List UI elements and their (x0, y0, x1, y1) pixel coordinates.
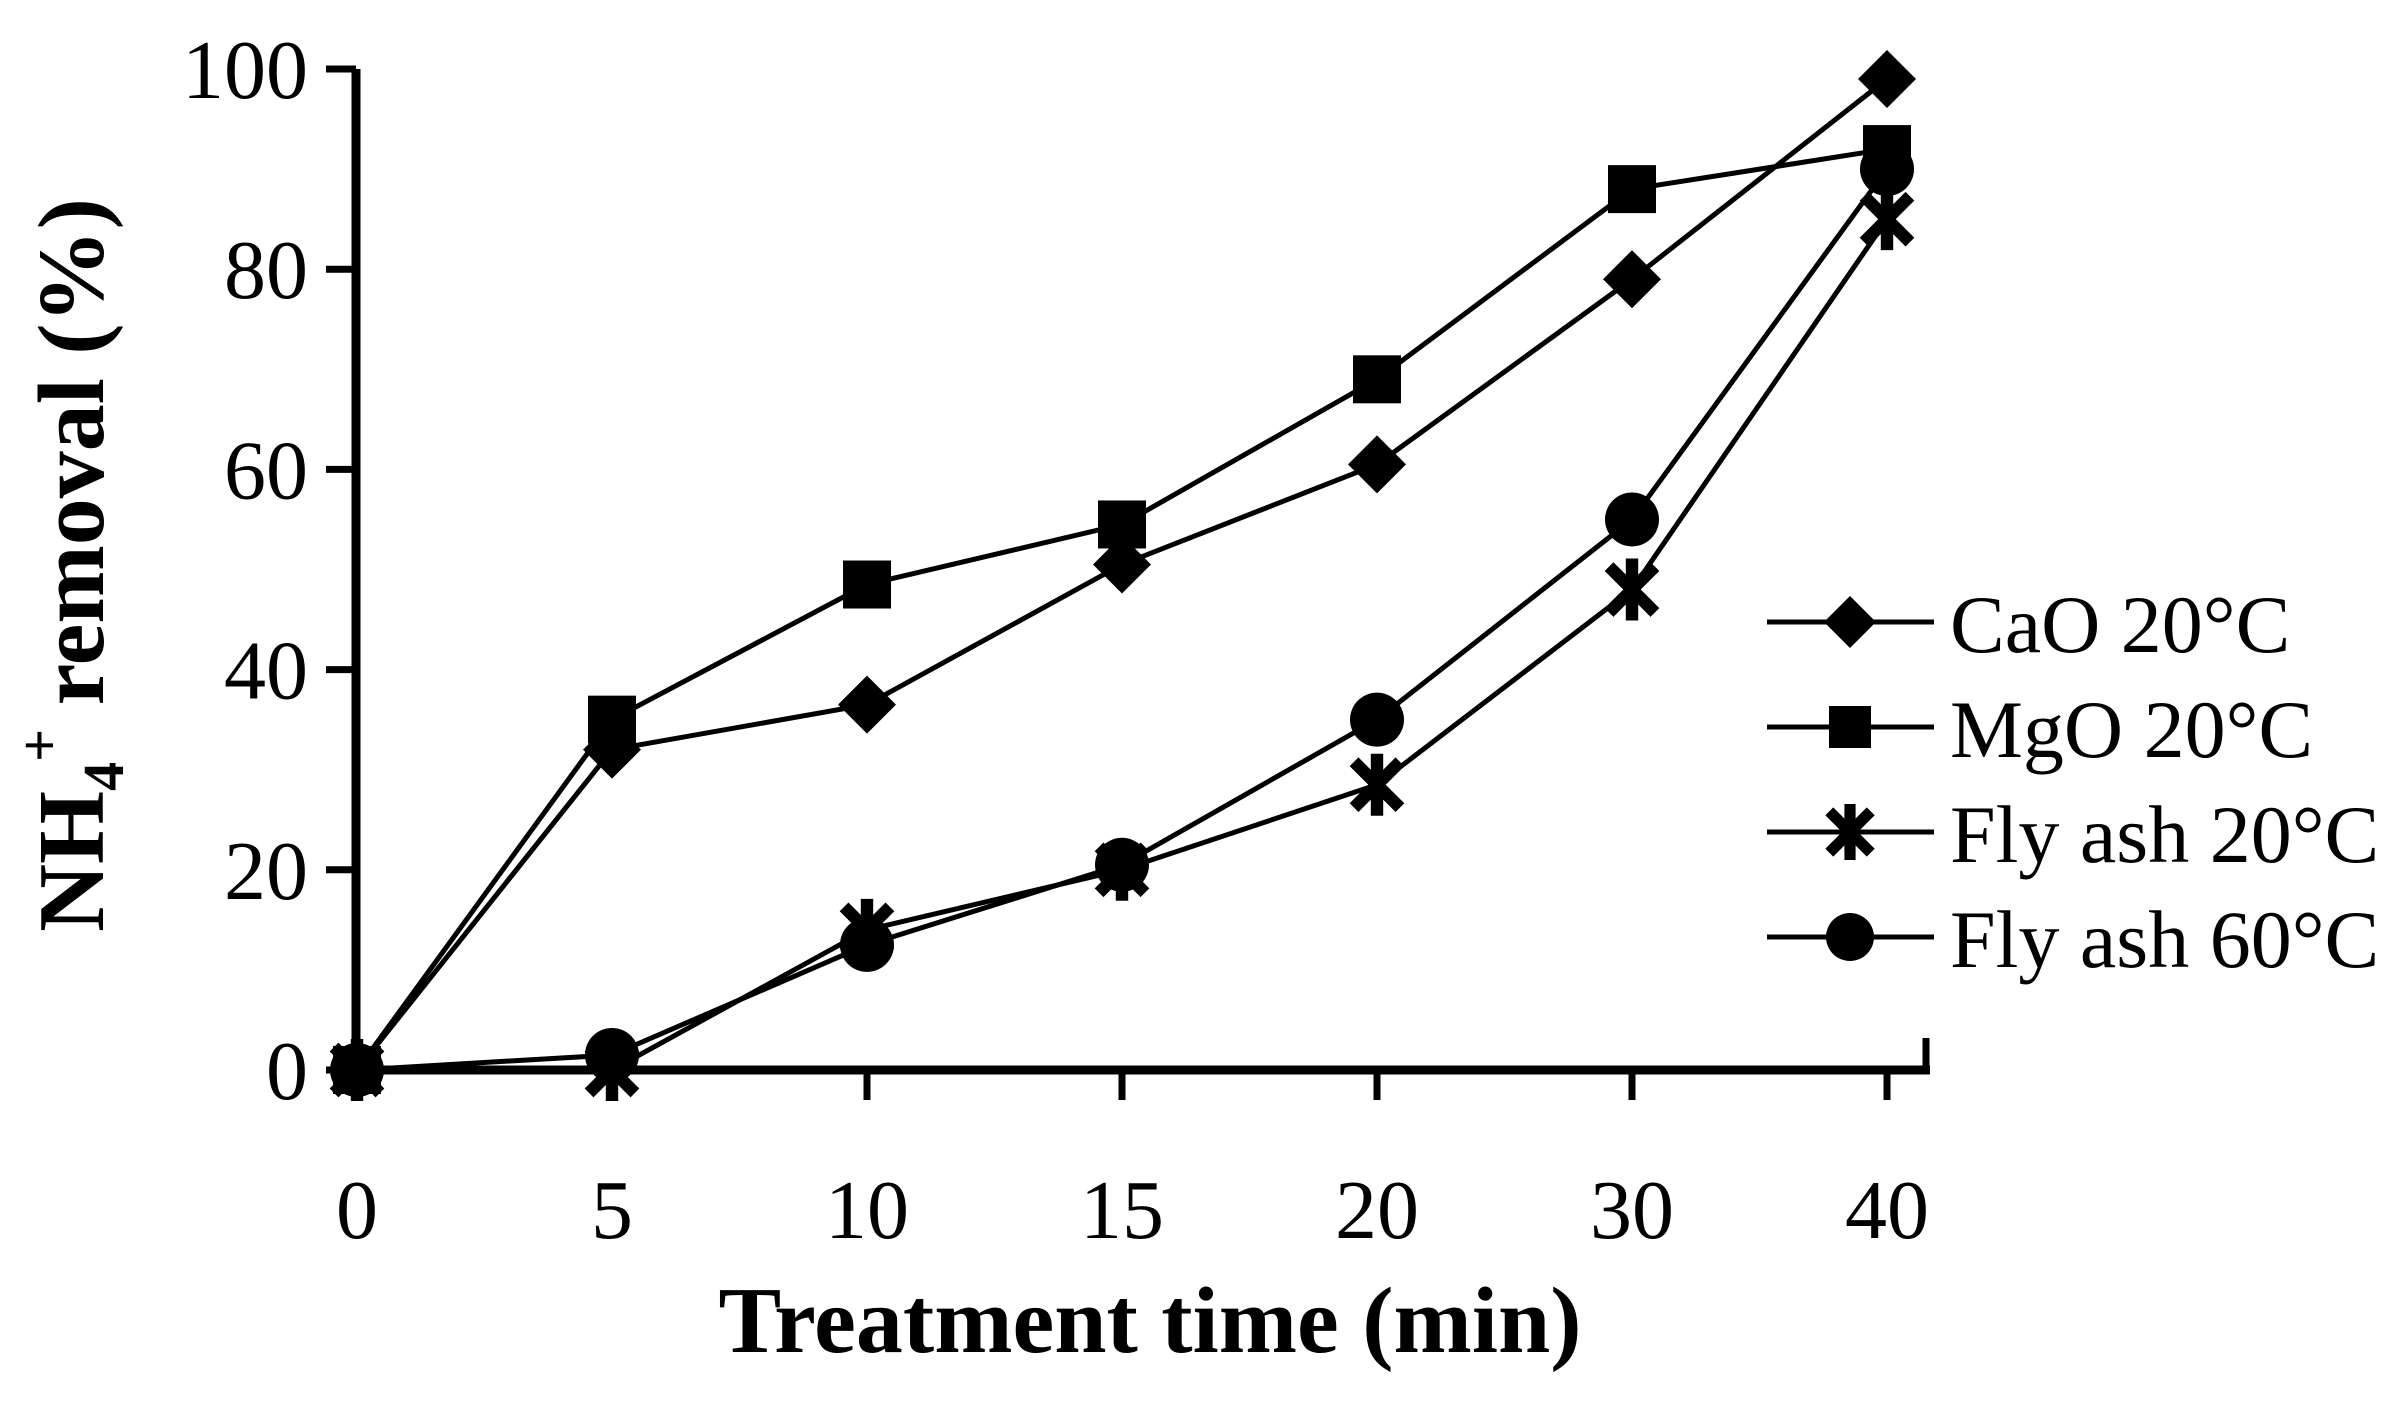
legend-label: Fly ash 60°C (1950, 894, 2379, 985)
marker-fly-ash-20c-6 (1859, 188, 1915, 251)
legend-label: Fly ash 20°C (1950, 789, 2379, 880)
legend-marker-circle (1826, 913, 1874, 961)
legend-label: CaO 20°C (1950, 579, 2290, 670)
y-axis-title-subscript: 4 (71, 762, 136, 791)
marker-fly-ash-20c-6-diag (1859, 191, 1915, 247)
legend-item: MgO 20°C (1767, 684, 2313, 775)
y-tick-label: 80 (224, 224, 308, 317)
marker-fly-ash-60c-3 (1095, 837, 1149, 892)
marker-fly-ash-60c-5 (1605, 492, 1659, 547)
marker-cao-20c-3 (1093, 535, 1151, 594)
marker-fly-ash-60c-1 (585, 1027, 639, 1082)
marker-fly-ash-20c-5-diag (1604, 562, 1660, 617)
marker-fly-ash-60c-2 (840, 917, 894, 972)
legend-marker-asterisk-diag (1825, 807, 1875, 857)
marker-cao-20c-6 (1858, 50, 1916, 109)
y-axis-title-superscript: + (7, 729, 72, 762)
y-tick-label: 100 (182, 24, 308, 117)
marker-mgo-20c-4 (1353, 355, 1401, 404)
legend: CaO 20°C MgO 20°C Fly ash 20°C Fly ash 60°C (1767, 579, 2379, 985)
legend-marker-asterisk (1825, 804, 1875, 860)
x-tick-label: 5 (591, 1164, 633, 1257)
legend-label: MgO 20°C (1950, 684, 2313, 775)
marker-fly-ash-60c-0 (330, 1043, 384, 1097)
marker-cao-20c-5 (1603, 250, 1661, 309)
y-tick-label: 40 (224, 625, 308, 718)
y-tick-label: 60 (224, 424, 308, 517)
x-tick-label: 30 (1590, 1164, 1674, 1257)
plot-area: 0 20 40 60 80 100 0 5 10 15 20 30 40 CaO 20°C MgO 20°C… (182, 24, 2379, 1257)
legend-marker-square (1829, 706, 1871, 748)
marker-cao-20c-2 (838, 675, 896, 734)
y-axis-title: NH4+ removal (%) (7, 198, 136, 932)
marker-fly-ash-20c-4-diag (1349, 757, 1405, 813)
marker-fly-ash-20c-4 (1349, 753, 1405, 816)
series-line-fly-ash-20c (357, 217, 1890, 1073)
marker-fly-ash-60c-4 (1350, 692, 1404, 747)
legend-marker-diamond (1824, 596, 1876, 648)
marker-mgo-20c-2 (843, 560, 891, 609)
y-tick-label: 0 (266, 1025, 308, 1118)
y-axis-title-base: NH (20, 791, 124, 932)
legend-item: Fly ash 20°C (1767, 789, 2379, 880)
x-tick-label: 10 (825, 1164, 909, 1257)
x-tick-label: 20 (1335, 1164, 1419, 1257)
series-line-fly-ash-60c (356, 167, 1890, 1073)
marker-mgo-20c-3 (1098, 500, 1146, 549)
x-tick-label: 0 (336, 1164, 378, 1257)
marker-fly-ash-20c-5 (1604, 558, 1660, 621)
x-tick-label: 15 (1080, 1164, 1164, 1257)
marker-cao-20c-4 (1348, 435, 1406, 494)
x-axis-title: Treatment time (min) (718, 1269, 1581, 1373)
legend-item: CaO 20°C (1767, 579, 2290, 670)
marker-mgo-20c-1 (588, 695, 636, 744)
y-axis-title-rest: removal (%) (20, 198, 124, 729)
marker-mgo-20c-5 (1608, 165, 1656, 214)
y-tick-label: 20 (224, 825, 308, 918)
legend-item: Fly ash 60°C (1767, 894, 2379, 985)
x-tick-label: 40 (1845, 1164, 1929, 1257)
marker-fly-ash-60c-6 (1860, 142, 1914, 197)
